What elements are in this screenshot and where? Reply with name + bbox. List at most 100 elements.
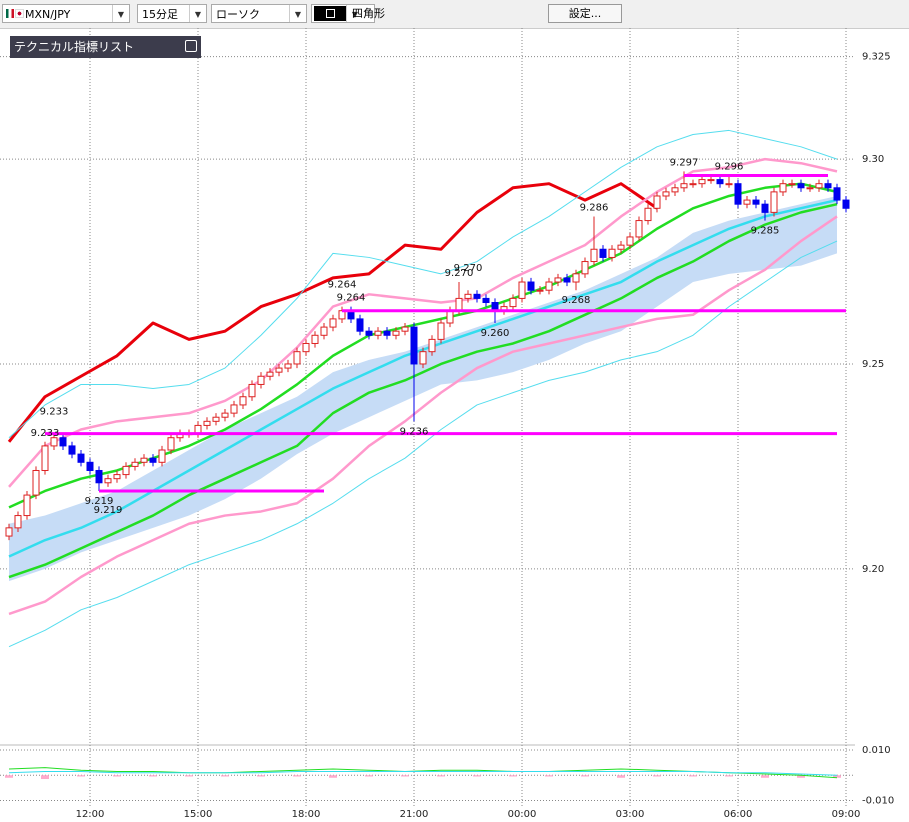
tool-icon bbox=[314, 6, 346, 21]
indicator-panel-title: テクニカル指標リスト bbox=[14, 40, 135, 54]
candle-body bbox=[392, 330, 400, 336]
x-tick-label: 12:00 bbox=[76, 809, 105, 820]
candle-body bbox=[572, 273, 580, 283]
histogram-bar bbox=[401, 775, 409, 777]
indicator-line bbox=[8, 240, 838, 648]
histogram-bar bbox=[221, 775, 229, 777]
histogram-bar bbox=[149, 775, 157, 777]
candle-body bbox=[104, 478, 112, 484]
y-tick-label: 0.010 bbox=[862, 745, 891, 756]
histogram-bar bbox=[761, 775, 769, 778]
candle-body bbox=[5, 527, 13, 537]
histogram-bar bbox=[833, 775, 841, 778]
candle-body bbox=[527, 281, 535, 291]
toolbar: MXN/JPY ▼ 15分足 ▼ ローソク ▼ ▼ 四角形 設定... bbox=[0, 0, 909, 29]
candle-body bbox=[293, 351, 301, 365]
symbol-select[interactable]: MXN/JPY ▼ bbox=[2, 4, 130, 23]
candle-body bbox=[842, 199, 850, 209]
candle-body bbox=[788, 183, 796, 186]
dropdown-arrow: ▼ bbox=[189, 5, 206, 22]
candle-body bbox=[833, 187, 841, 201]
candle-body bbox=[131, 461, 139, 467]
candle-body bbox=[122, 465, 130, 476]
candle-body bbox=[779, 183, 787, 193]
histogram-bar bbox=[509, 775, 517, 777]
style-select[interactable]: ローソク ▼ bbox=[211, 4, 307, 23]
y-tick-label: -0.010 bbox=[862, 795, 894, 806]
histogram-bar bbox=[689, 775, 697, 777]
candle-body bbox=[446, 310, 454, 324]
price-annotation: 9.285 bbox=[751, 226, 780, 237]
candle-body bbox=[824, 183, 832, 189]
candle-body bbox=[797, 183, 805, 189]
candle-body bbox=[320, 326, 328, 336]
dropdown-arrow: ▼ bbox=[346, 5, 363, 22]
candle-body bbox=[734, 183, 742, 205]
candle-body bbox=[698, 179, 706, 185]
candle-body bbox=[113, 474, 121, 480]
histogram-bar bbox=[617, 775, 625, 778]
histogram-bar bbox=[77, 775, 85, 777]
histogram-bar bbox=[797, 775, 805, 778]
candle-body bbox=[410, 326, 418, 365]
price-annotation: 9.270 bbox=[454, 263, 483, 274]
price-annotation: 9.296 bbox=[715, 161, 744, 172]
symbol: MXN/JPY bbox=[25, 8, 71, 21]
candle-body bbox=[266, 371, 274, 377]
indicator-line bbox=[8, 157, 838, 488]
candle-body bbox=[464, 293, 472, 299]
y-tick-label: 9.20 bbox=[862, 564, 884, 575]
candle-body bbox=[707, 179, 715, 182]
x-tick-label: 18:00 bbox=[292, 809, 321, 820]
indicator-panel[interactable]: テクニカル指標リスト bbox=[10, 36, 201, 58]
candle-body bbox=[770, 191, 778, 213]
candle-body bbox=[671, 187, 679, 193]
price-annotation: 9.270 bbox=[445, 268, 474, 279]
candle-body bbox=[563, 277, 571, 283]
flag-icon bbox=[15, 9, 24, 18]
x-tick-label: 00:00 bbox=[508, 809, 537, 820]
candle-body bbox=[590, 248, 598, 263]
histogram-bar bbox=[293, 775, 301, 777]
histogram-bar bbox=[41, 775, 49, 780]
indicator-line bbox=[7, 182, 658, 443]
drawing-select[interactable]: ▼ bbox=[311, 4, 375, 23]
candle-body bbox=[419, 351, 427, 365]
y-tick-label: 9.25 bbox=[862, 359, 884, 370]
candle-body bbox=[437, 322, 445, 340]
x-tick-label: 09:00 bbox=[832, 809, 861, 820]
candle-body bbox=[635, 220, 643, 238]
candle-body bbox=[86, 461, 94, 471]
flag-icon bbox=[6, 9, 14, 18]
candle-body bbox=[725, 183, 733, 186]
candle-body bbox=[311, 334, 319, 344]
candle-body bbox=[167, 437, 175, 451]
oscillator-line bbox=[8, 770, 838, 776]
y-tick-label: 9.30 bbox=[862, 154, 884, 165]
candle-body bbox=[239, 396, 247, 406]
candle-body bbox=[455, 297, 463, 312]
candle-body bbox=[743, 199, 751, 205]
x-tick-label: 03:00 bbox=[616, 809, 645, 820]
candle-body bbox=[374, 330, 382, 336]
indicator-line bbox=[8, 129, 838, 439]
candle-body bbox=[761, 203, 769, 213]
candle-body bbox=[302, 342, 310, 353]
candle-body bbox=[815, 183, 823, 189]
drawing-tool: 四角形 bbox=[352, 7, 385, 20]
candle-body bbox=[356, 318, 364, 332]
price-annotation: 9.264 bbox=[328, 280, 357, 291]
candle-body bbox=[257, 375, 265, 385]
candle-body bbox=[275, 367, 283, 373]
price-annotation: 9.236 bbox=[400, 426, 429, 437]
candle-body bbox=[41, 445, 49, 471]
histogram-bar bbox=[113, 775, 121, 777]
timeframe-select[interactable]: 15分足 ▼ bbox=[137, 4, 207, 23]
price-annotation: 9.219 bbox=[85, 496, 114, 507]
candle-body bbox=[518, 281, 526, 299]
x-tick-label: 21:00 bbox=[400, 809, 429, 820]
settings-button[interactable]: 設定... bbox=[548, 4, 622, 23]
candle-body bbox=[149, 457, 157, 463]
candle-body bbox=[32, 469, 40, 496]
